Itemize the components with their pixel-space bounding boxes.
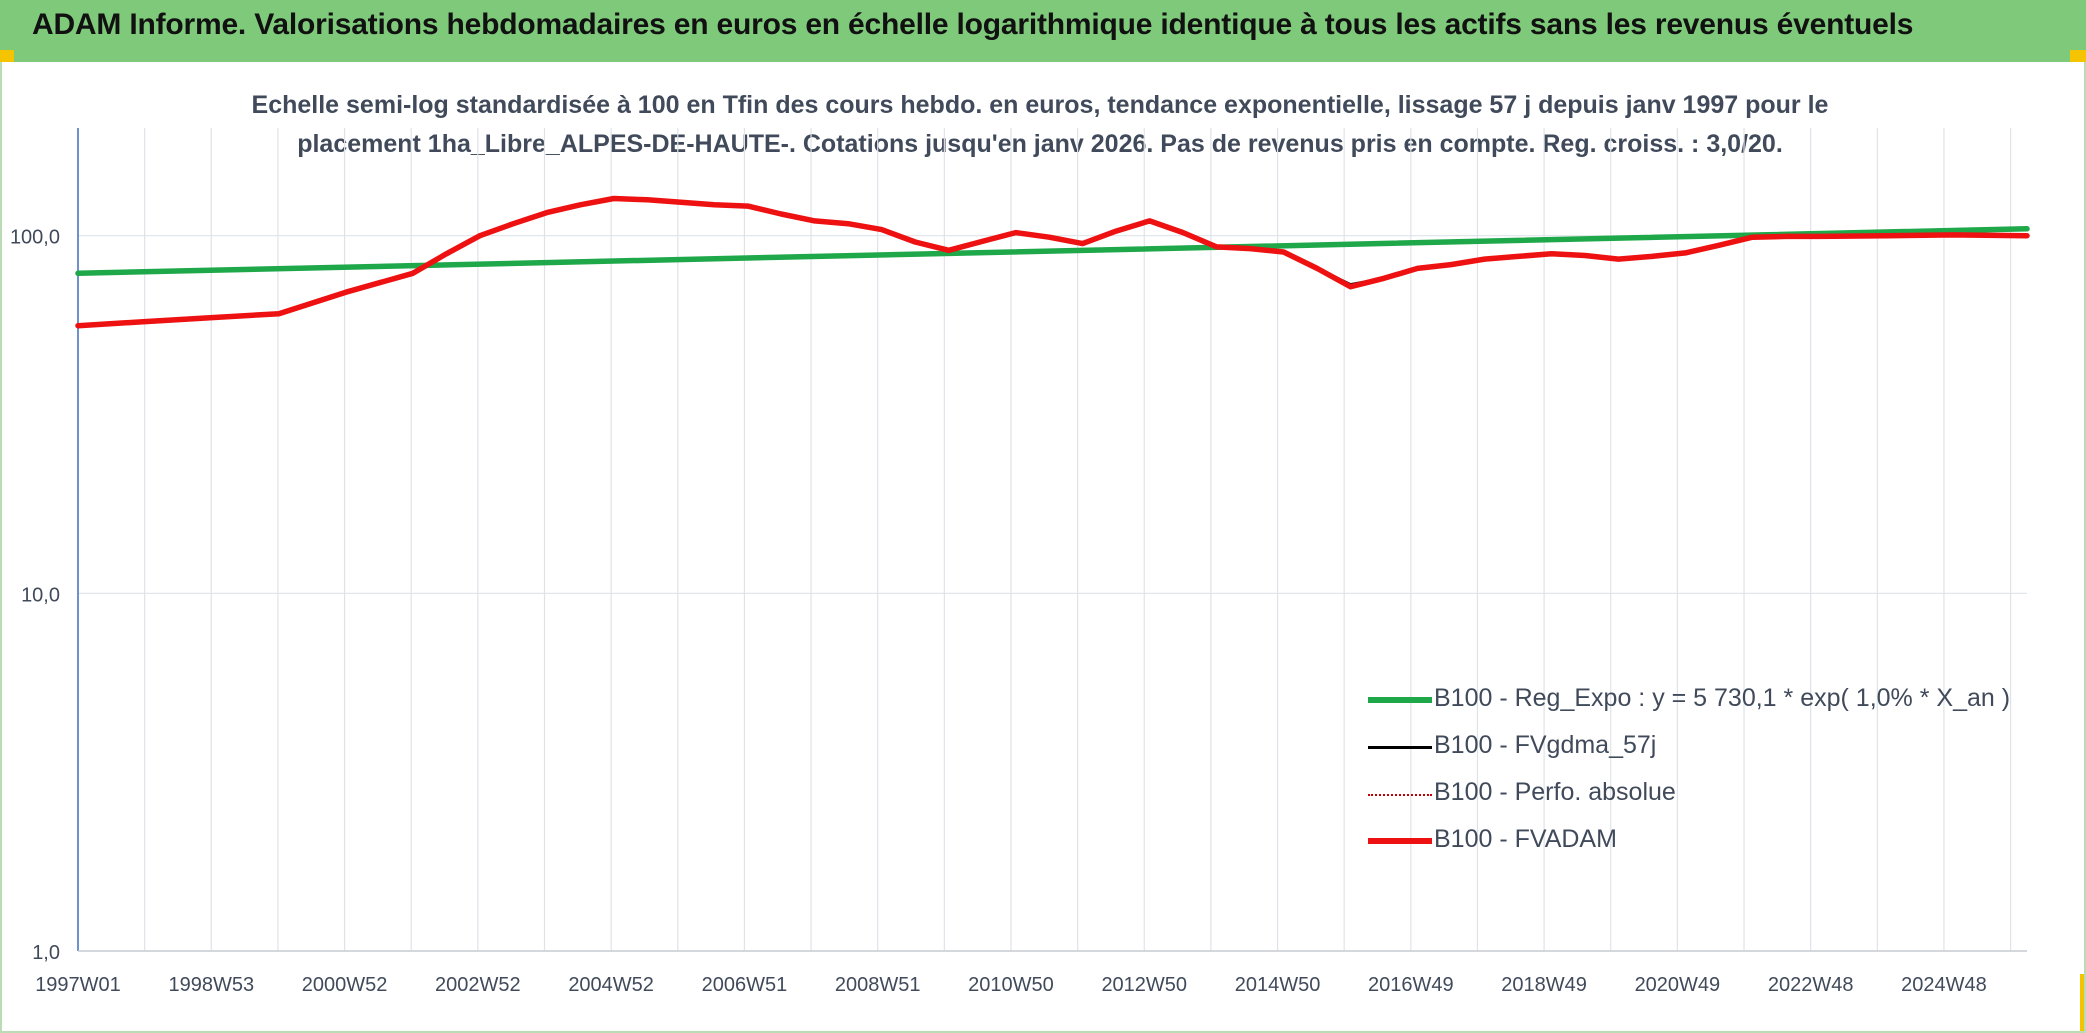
legend-label-fvgdma: B100 - FVgdma_57j <box>1434 731 1657 759</box>
x-tick-label: 2018W49 <box>1501 974 1587 996</box>
legend: B100 - Reg_Expo : y = 5 730,1 * exp( 1,0… <box>1368 678 2011 866</box>
x-tick-label: 2008W51 <box>835 974 921 996</box>
y-tick-label: 1,0 <box>32 942 60 964</box>
x-tick-label: 2022W48 <box>1768 974 1854 996</box>
legend-swatch-reg-expo <box>1368 697 1432 703</box>
x-tick-label: 2004W52 <box>568 974 654 996</box>
legend-swatch-fvadam <box>1368 838 1432 844</box>
series <box>75 195 2030 329</box>
legend-swatch-fvgdma <box>1368 746 1432 749</box>
y-tick-label: 10,0 <box>21 584 60 606</box>
chart-frame <box>0 62 2086 1033</box>
corner-accent-right <box>2070 50 2086 62</box>
x-tick-label: 1998W53 <box>168 974 254 996</box>
legend-swatch-perfo-absolue <box>1368 794 1432 796</box>
x-tick-label: 2010W50 <box>968 974 1054 996</box>
x-tick-label: 1997W01 <box>35 974 121 996</box>
chart-subtitle-line-1: Echelle semi-log standardisée à 100 en T… <box>251 91 1829 119</box>
series-line-0 <box>75 226 2030 277</box>
x-tick-label: 2020W49 <box>1635 974 1721 996</box>
legend-item-reg-expo: B100 - Reg_Expo : y = 5 730,1 * exp( 1,0… <box>1368 678 2011 725</box>
x-tick-label: 2002W52 <box>435 974 521 996</box>
series-line-1 <box>76 197 2029 328</box>
x-tick-label: 2006W51 <box>702 974 788 996</box>
corner-accent-bottom-right <box>2080 974 2086 1033</box>
x-tick-label: 2012W50 <box>1101 974 1187 996</box>
page-title: ADAM Informe. Valorisations hebdomadaire… <box>32 8 1914 41</box>
x-tick-label: 2016W49 <box>1368 974 1454 996</box>
axes: 1,0 10,0 100,0 1997W01 1998W53 2000W52 2002W52… <box>10 128 2027 996</box>
header-band: ADAM Informe. Valorisations hebdomadaire… <box>0 0 2086 62</box>
legend-label-perfo-absolue: B100 - Perfo. absolue <box>1434 778 1676 806</box>
series-line-3 <box>75 195 2030 329</box>
x-tick-label: 2014W50 <box>1235 974 1321 996</box>
legend-item-fvgdma: B100 - FVgdma_57j <box>1368 725 2008 772</box>
legend-label-fvadam: B100 - FVADAM <box>1434 825 1617 853</box>
y-tick-label: 100,0 <box>10 227 60 249</box>
x-tick-label: 2024W48 <box>1901 974 1987 996</box>
x-tick-label: 2000W52 <box>302 974 388 996</box>
corner-accent-left <box>0 50 14 62</box>
legend-item-fvadam: B100 - FVADAM <box>1368 819 2008 866</box>
legend-label-reg-expo: B100 - Reg_Expo : y = 5 730,1 * exp( 1,0… <box>1434 684 2011 712</box>
legend-item-perfo-absolue: B100 - Perfo. absolue <box>1368 772 2008 819</box>
